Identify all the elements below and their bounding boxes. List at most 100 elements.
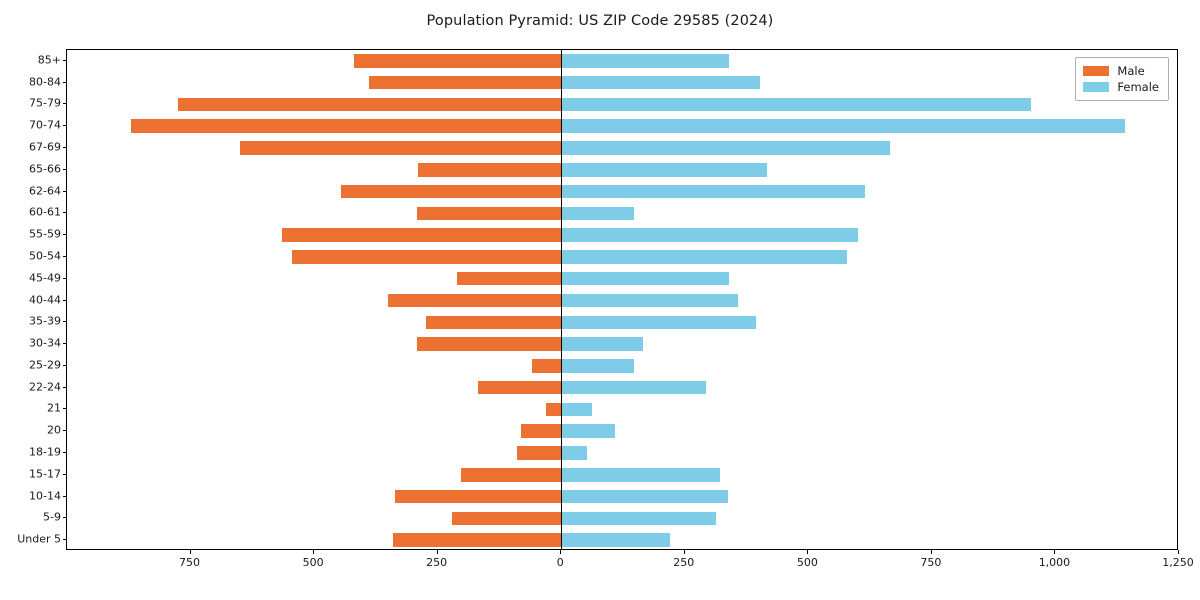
- zero-axis-line: [561, 50, 563, 549]
- y-axis-tick-label: 67-69: [29, 140, 61, 154]
- y-axis-tick-label: 25-29: [29, 358, 61, 372]
- x-axis-tick-label: 750: [920, 556, 942, 569]
- bar-female: [561, 380, 706, 395]
- bar-female: [561, 228, 858, 242]
- y-axis-tick-label: 22-24: [29, 380, 61, 394]
- y-axis-tick-label: Under 5: [17, 532, 61, 546]
- bar-row: [67, 489, 1177, 504]
- bar-male: [425, 315, 562, 330]
- bar-row: [67, 315, 1177, 330]
- x-axis-tick-label: 1,000: [1038, 556, 1071, 569]
- bar-female: [561, 163, 767, 177]
- bar-row: [67, 533, 1177, 547]
- y-axis-tick-label: 5-9: [43, 510, 61, 524]
- bar-male: [178, 97, 562, 112]
- y-axis-tick-mark: [62, 212, 66, 214]
- x-axis-tick-label: 250: [673, 556, 695, 569]
- x-axis-tick-label: 500: [796, 556, 818, 569]
- y-axis-tick-mark: [62, 147, 66, 149]
- y-axis-tick-mark: [62, 386, 66, 388]
- bar-male: [416, 337, 562, 351]
- bar-male: [131, 119, 562, 133]
- legend-swatch-male: [1083, 66, 1110, 76]
- bar-row: [67, 271, 1177, 286]
- y-axis-tick-mark: [62, 321, 66, 323]
- y-axis-tick-mark: [62, 517, 66, 519]
- bar-male: [546, 402, 562, 417]
- y-axis-tick-mark: [62, 539, 66, 541]
- bar-male: [239, 141, 562, 155]
- bar-row: [67, 141, 1177, 155]
- y-axis-tick-mark: [62, 277, 66, 279]
- bar-female: [561, 75, 760, 90]
- bar-row: [67, 380, 1177, 395]
- x-axis-tick-mark: [930, 550, 932, 554]
- x-axis-tick-mark: [1054, 550, 1056, 554]
- plot-area: Male Female: [66, 49, 1178, 550]
- bar-row: [67, 119, 1177, 133]
- legend-label-male: Male: [1117, 64, 1145, 78]
- y-axis-tick-label: 40-44: [29, 293, 61, 306]
- x-axis-tick-mark: [560, 550, 562, 554]
- bar-male: [461, 468, 562, 482]
- bar-female: [561, 141, 890, 155]
- y-axis-tick-label: 21: [47, 401, 61, 415]
- y-axis-tick-label: 55-59: [29, 227, 61, 241]
- legend-item-female: Female: [1083, 79, 1159, 95]
- bar-female: [561, 337, 644, 351]
- bars-layer: [67, 50, 1177, 549]
- x-axis-tick-label: 500: [302, 556, 324, 569]
- bar-male: [395, 489, 562, 504]
- y-axis-tick-mark: [62, 473, 66, 475]
- y-axis-tick-label: 75-79: [29, 96, 61, 110]
- y-axis-tick-label: 80-84: [29, 75, 61, 89]
- bar-female: [561, 54, 730, 68]
- bar-row: [67, 184, 1177, 199]
- x-axis-tick-label: 250: [426, 556, 448, 569]
- bar-female: [561, 206, 635, 221]
- chart-title: Population Pyramid: US ZIP Code 29585 (2…: [426, 13, 774, 29]
- x-axis-tick-mark: [683, 550, 685, 554]
- y-axis-tick-label: 60-61: [29, 205, 61, 219]
- x-axis-tick-label: 0: [556, 556, 564, 569]
- bar-male: [417, 163, 562, 177]
- bar-row: [67, 511, 1177, 526]
- bar-row: [67, 250, 1177, 264]
- bar-female: [561, 97, 1031, 112]
- legend-label-female: Female: [1117, 80, 1159, 94]
- bar-row: [67, 163, 1177, 177]
- y-axis-tick-mark: [62, 299, 66, 301]
- bar-row: [67, 293, 1177, 308]
- bar-female: [561, 184, 865, 199]
- bar-row: [67, 54, 1177, 68]
- y-axis-tick-mark: [62, 168, 66, 170]
- bar-female: [561, 446, 587, 460]
- y-axis-tick-mark: [62, 59, 66, 61]
- y-axis-tick-label: 15-17: [29, 467, 61, 481]
- bar-female: [561, 315, 756, 330]
- bar-female: [561, 468, 721, 482]
- bar-male: [393, 533, 562, 547]
- y-axis-tick-label: 45-49: [29, 271, 61, 285]
- y-axis-tick-mark: [62, 430, 66, 432]
- y-axis-tick-mark: [62, 103, 66, 105]
- y-axis-tick-mark: [62, 343, 66, 345]
- bar-female: [561, 489, 729, 504]
- y-axis-tick-mark: [62, 255, 66, 257]
- x-axis-tick-mark: [436, 550, 438, 554]
- bar-female: [561, 424, 615, 438]
- bar-male: [388, 293, 562, 308]
- bar-male: [457, 271, 562, 286]
- x-axis-tick-label: 1,250: [1162, 556, 1194, 569]
- bar-male: [369, 75, 562, 90]
- bar-row: [67, 97, 1177, 112]
- bar-female: [561, 293, 739, 308]
- bar-row: [67, 359, 1177, 373]
- x-axis-tick-mark: [189, 550, 191, 554]
- x-axis-tick-label: 750: [179, 556, 201, 569]
- y-axis-tick-mark: [62, 125, 66, 127]
- y-axis-tick-mark: [62, 451, 66, 453]
- bar-row: [67, 402, 1177, 417]
- y-axis-tick-label: 20: [47, 423, 61, 437]
